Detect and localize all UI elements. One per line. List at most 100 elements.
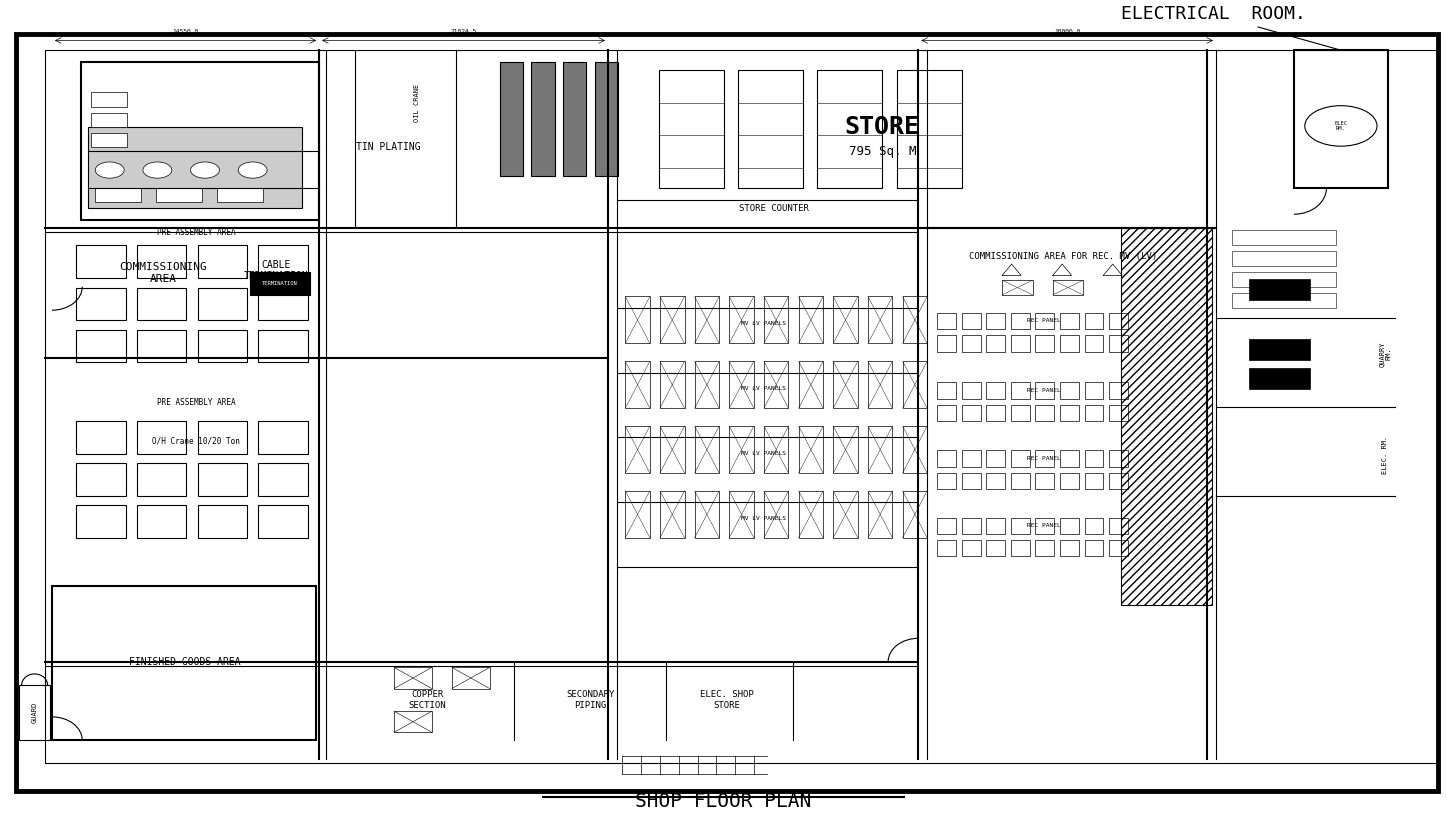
Bar (868, 361, 893, 408)
Bar (962, 313, 981, 328)
Bar (77, 288, 126, 320)
Bar (660, 361, 684, 408)
Bar (868, 491, 893, 538)
Text: COMMISSIONING
AREA: COMMISSIONING AREA (119, 262, 207, 284)
Bar (1011, 473, 1030, 489)
Text: REC PANEL: REC PANEL (1027, 456, 1061, 461)
Bar (962, 335, 981, 351)
Bar (1011, 335, 1030, 351)
Text: 21024.5: 21024.5 (450, 29, 476, 34)
Bar (695, 491, 719, 538)
Bar (1294, 51, 1388, 188)
Bar (903, 361, 928, 408)
Bar (738, 70, 803, 188)
Text: 14550.0: 14550.0 (172, 29, 198, 34)
Bar (77, 329, 126, 362)
Bar (799, 297, 823, 343)
Bar (938, 335, 956, 351)
Text: 10000.0: 10000.0 (1053, 29, 1081, 34)
Bar (156, 188, 203, 202)
Text: ELEC. SHOP
STORE: ELEC. SHOP STORE (699, 690, 754, 710)
Bar (1061, 382, 1079, 399)
Bar (1231, 272, 1336, 287)
Bar (1108, 313, 1127, 328)
Bar (938, 518, 956, 534)
Bar (198, 245, 247, 278)
Bar (1249, 279, 1310, 300)
Bar (818, 70, 883, 188)
Bar (938, 405, 956, 421)
Bar (625, 361, 650, 408)
Bar (499, 62, 522, 176)
Bar (88, 127, 302, 208)
Bar (1011, 313, 1030, 328)
Circle shape (191, 162, 220, 178)
Bar (1061, 451, 1079, 466)
Circle shape (239, 162, 268, 178)
Bar (198, 421, 247, 454)
Text: REC PANEL: REC PANEL (1027, 318, 1061, 324)
Bar (1003, 280, 1033, 295)
Bar (91, 112, 127, 127)
Bar (96, 188, 142, 202)
Text: ELEC. RM.: ELEC. RM. (1382, 436, 1388, 474)
Bar (625, 426, 650, 473)
Bar (19, 685, 51, 740)
Bar (1036, 451, 1055, 466)
Bar (1036, 313, 1055, 328)
Bar (938, 313, 956, 328)
Bar (897, 70, 962, 188)
Text: STORE COUNTER: STORE COUNTER (739, 204, 809, 213)
Bar (1061, 540, 1079, 557)
Bar (77, 505, 126, 538)
Bar (137, 288, 187, 320)
Bar (938, 473, 956, 489)
Bar (1249, 338, 1310, 359)
Bar (198, 288, 247, 320)
Bar (1085, 451, 1103, 466)
Bar (1011, 451, 1030, 466)
Bar (1061, 473, 1079, 489)
Bar (394, 711, 431, 732)
Bar (137, 245, 187, 278)
Bar (1108, 540, 1127, 557)
Bar (962, 473, 981, 489)
Bar (660, 491, 684, 538)
Text: TIN PLATING: TIN PLATING (356, 143, 421, 152)
Bar (660, 297, 684, 343)
Text: ELEC
RM.: ELEC RM. (1334, 121, 1347, 131)
Bar (1108, 518, 1127, 534)
Bar (1036, 335, 1055, 351)
Bar (259, 329, 308, 362)
Bar (198, 505, 247, 538)
Text: QUARRY
RM.: QUARRY RM. (1379, 341, 1392, 367)
Bar (962, 518, 981, 534)
Text: TERMINATION: TERMINATION (262, 281, 298, 286)
Text: COMMISSIONING AREA FOR REC. MV (LV): COMMISSIONING AREA FOR REC. MV (LV) (969, 253, 1158, 262)
Bar (764, 361, 789, 408)
Bar (1085, 382, 1103, 399)
Bar (938, 382, 956, 399)
Bar (1085, 405, 1103, 421)
Bar (1036, 473, 1055, 489)
Bar (52, 587, 317, 740)
Bar (1036, 518, 1055, 534)
Bar (764, 491, 789, 538)
Text: SHOP FLOOR PLAN: SHOP FLOOR PLAN (635, 792, 812, 812)
Bar (1108, 405, 1127, 421)
Bar (903, 426, 928, 473)
Bar (1036, 540, 1055, 557)
Bar (1231, 251, 1336, 266)
Bar (1061, 335, 1079, 351)
Bar (1085, 540, 1103, 557)
Bar (91, 92, 127, 107)
Text: O/H Crane 10/20 Ton: O/H Crane 10/20 Ton (152, 436, 240, 445)
Bar (259, 245, 308, 278)
Text: REC PANEL: REC PANEL (1027, 388, 1061, 393)
Bar (394, 667, 431, 689)
Bar (1108, 335, 1127, 351)
Bar (833, 297, 858, 343)
Bar (799, 426, 823, 473)
Bar (695, 361, 719, 408)
Bar (1120, 228, 1211, 605)
